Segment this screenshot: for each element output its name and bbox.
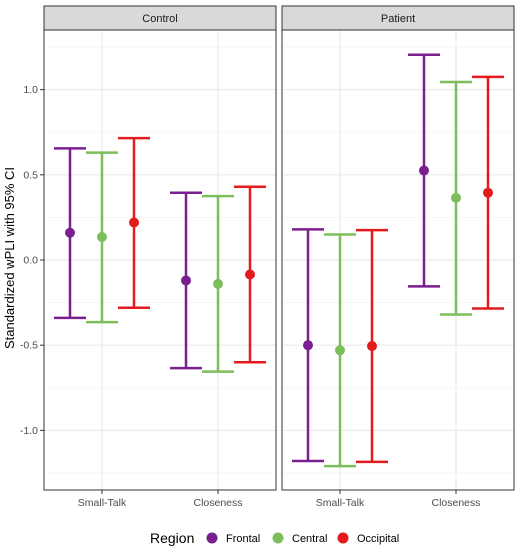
mean-point [335, 345, 345, 356]
mean-point [419, 165, 429, 176]
x-tick-label: Closeness [431, 497, 480, 509]
y-tick-label: 0.0 [23, 255, 38, 267]
facet-strip [43, 5, 277, 31]
mean-point [129, 217, 139, 228]
x-tick-label: Closeness [193, 497, 242, 509]
legend: Region Frontal Central Occipital [150, 530, 399, 546]
y-tick-label: 1.0 [23, 84, 38, 96]
legend-key [206, 532, 218, 544]
mean-point [483, 187, 493, 198]
legend-key [337, 532, 349, 544]
mean-point [97, 232, 107, 242]
mean-point [303, 340, 313, 351]
legend-label: Occipital [357, 533, 399, 545]
facet-strip-label: Patient [381, 13, 415, 25]
y-tick-label: -1.0 [20, 425, 38, 437]
mean-point [451, 192, 461, 203]
facet-panel: Patient Small-Talk Closeness [281, 5, 515, 509]
legend-title: Region [150, 530, 194, 546]
facet-strip-label: Control [142, 13, 177, 25]
legend-label: Central [292, 533, 327, 545]
x-tick-label: Small-Talk [78, 497, 127, 509]
y-tick-label: 0.5 [23, 169, 38, 181]
mean-point [181, 275, 191, 286]
mean-point [245, 269, 255, 280]
legend-key [272, 532, 284, 544]
x-tick-label: Small-Talk [316, 497, 365, 509]
mean-point [367, 341, 377, 352]
facet-strip [281, 5, 515, 31]
facet-panel: Control Small-Talk Closeness -1.0 -0.5 0.0 0.5… [20, 5, 277, 509]
mean-point [213, 278, 223, 289]
mean-point [65, 227, 75, 238]
y-axis-title: Standardized wPLI with 95% CI [2, 167, 17, 349]
legend-label: Frontal [226, 533, 260, 545]
y-tick-label: -0.5 [20, 340, 38, 352]
